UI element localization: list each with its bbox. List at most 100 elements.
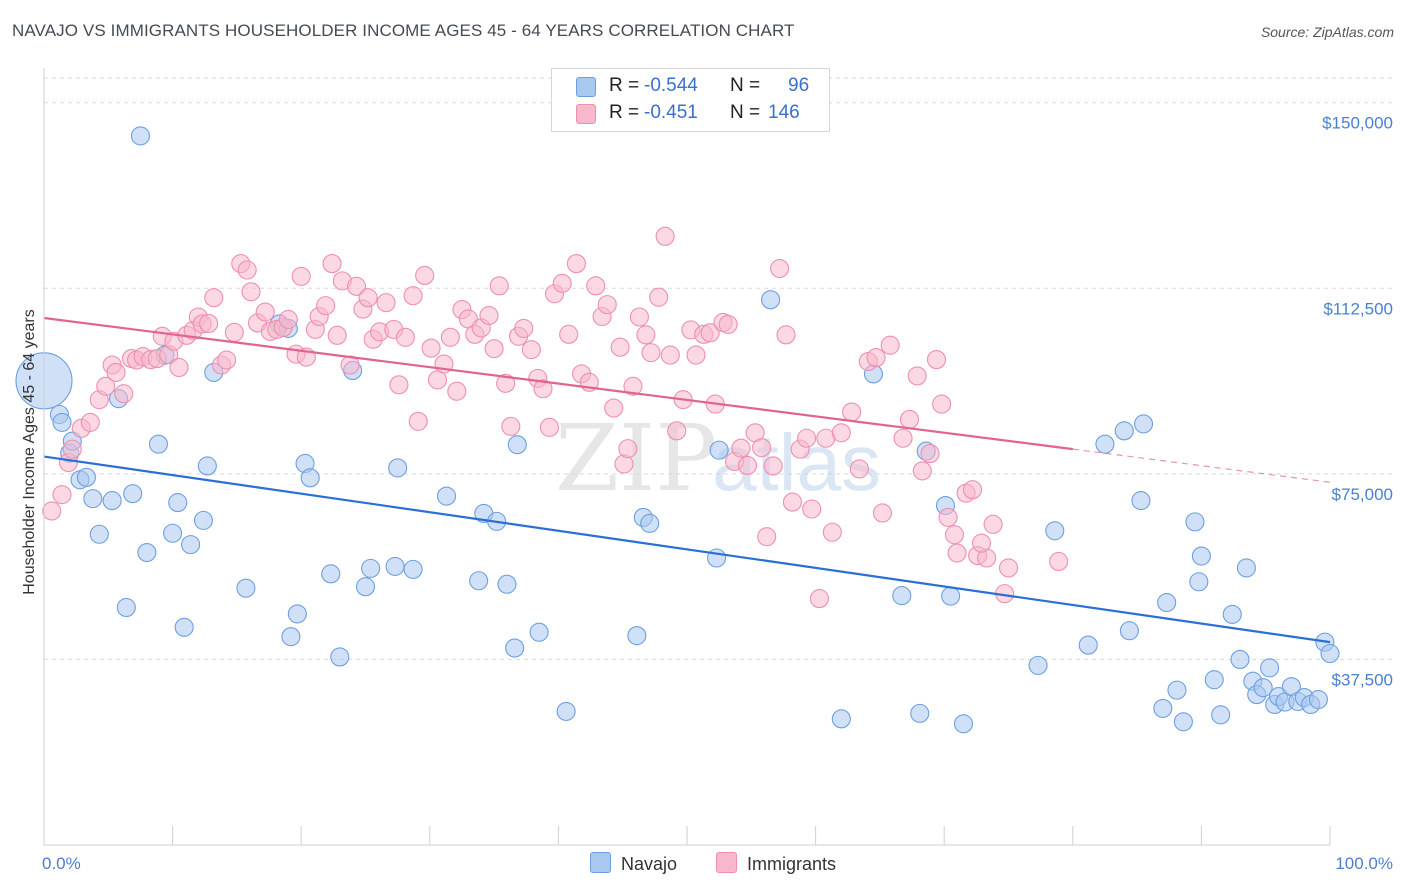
- n-value: 96: [788, 75, 810, 96]
- r-value: -0.451: [644, 102, 698, 123]
- legend-row-navajo: R = -0.544 N = 96: [552, 73, 829, 99]
- legend-item-navajo[interactable]: Navajo: [590, 852, 677, 875]
- navajo-point-61: [953, 714, 974, 734]
- navajo-point-64: [1078, 635, 1098, 655]
- navajo-point-43: [497, 574, 517, 594]
- x-tick-label-min: 0.0%: [42, 854, 81, 873]
- grid-lines: [44, 77, 1395, 660]
- immigrants-point-126: [842, 402, 862, 422]
- immigrants-point-78: [533, 379, 553, 399]
- immigrants-point-30: [237, 260, 257, 280]
- immigrants-point-117: [776, 325, 796, 345]
- immigrants-point-103: [686, 345, 706, 365]
- immigrants-point-115: [763, 456, 783, 476]
- navajo-point-34: [355, 577, 376, 597]
- navajo-point-7: [83, 489, 103, 509]
- immigrants-point-44: [322, 254, 342, 274]
- navajo-point-9: [102, 491, 122, 511]
- immigrants-point-145: [983, 514, 1003, 534]
- immigrants-points: [42, 226, 1069, 609]
- immigrants-point-118: [782, 492, 803, 512]
- immigrants-point-111: [737, 455, 757, 476]
- navajo-point-32: [321, 564, 341, 584]
- trend-lines: [43, 316, 1331, 644]
- navajo-point-57: [910, 703, 930, 723]
- immigrants-point-116: [770, 258, 790, 279]
- immigrants-point-132: [893, 428, 913, 448]
- navajo-point-15: [148, 434, 169, 454]
- immigrants-point-31: [241, 282, 261, 302]
- navajo-point-8: [89, 524, 109, 544]
- immigrants-point-71: [489, 276, 509, 296]
- navajo-point-52: [709, 440, 729, 460]
- navajo-point-36: [385, 556, 405, 576]
- navajo-point-19: [174, 617, 194, 637]
- navajo-swatch: [576, 77, 596, 97]
- navajo-point-75: [1189, 572, 1209, 592]
- immigrants-point-37: [278, 309, 298, 330]
- y-tick-label-2: $75,000: [1332, 485, 1393, 504]
- legend-item-immigrants[interactable]: Immigrants: [716, 852, 836, 875]
- immigrants-point-150: [998, 558, 1019, 578]
- navajo-point-73: [1173, 712, 1193, 732]
- immigrants-point-93: [623, 376, 643, 396]
- x-tick-label-max: 100.0%: [1335, 854, 1393, 873]
- navajo-point-21: [193, 510, 214, 530]
- immigrants-point-53: [376, 293, 396, 313]
- navajo-point-30: [300, 468, 320, 488]
- navajo-point-24: [236, 578, 256, 598]
- navajo-point-85: [1260, 658, 1280, 678]
- navajo-point-20: [181, 535, 201, 555]
- immigrants-swatch: [716, 852, 737, 873]
- navajo-point-47: [556, 701, 576, 721]
- navajo-point-81: [1236, 558, 1256, 578]
- navajo-point-76: [1191, 546, 1211, 566]
- immigrants-point-98: [655, 226, 675, 246]
- immigrants-point-0: [42, 501, 62, 521]
- navajo-point-11: [116, 597, 136, 618]
- navajo-point-93: [1308, 689, 1328, 710]
- immigrants-point-110: [731, 438, 751, 458]
- immigrants-point-59: [415, 265, 435, 285]
- immigrants-point-48: [346, 276, 367, 296]
- immigrants-point-122: [809, 589, 830, 609]
- navajo-point-95: [1320, 643, 1340, 664]
- immigrants-point-9: [106, 362, 126, 382]
- navajo-trend-line: [43, 455, 1331, 644]
- immigrants-point-99: [660, 345, 680, 365]
- immigrants-point-64: [447, 381, 467, 401]
- navajo-point-31: [330, 647, 350, 667]
- immigrants-point-140: [944, 525, 965, 545]
- immigrants-point-108: [718, 314, 738, 334]
- immigrants-point-133: [899, 409, 920, 429]
- navajo-point-40: [469, 571, 489, 591]
- navajo-point-62: [1028, 655, 1048, 675]
- immigrants-point-138: [932, 394, 952, 414]
- immigrants-point-45: [327, 325, 347, 345]
- navajo-point-17: [163, 523, 183, 543]
- navajo-point-37: [388, 458, 408, 478]
- immigrants-point-82: [559, 324, 579, 344]
- immigrants-point-83: [566, 254, 586, 274]
- navajo-point-28: [287, 604, 307, 624]
- immigrants-point-90: [610, 337, 630, 357]
- navajo-point-53: [761, 290, 781, 310]
- immigrants-point-149: [971, 533, 992, 553]
- immigrants-point-139: [938, 507, 958, 527]
- axes: $150,000 $112,500 $75,000 $37,500 0.0% 100.0%: [42, 68, 1393, 873]
- immigrants-point-56: [395, 327, 415, 347]
- immigrants-point-10: [114, 384, 134, 404]
- navajo-point-79: [1222, 604, 1242, 624]
- immigrants-point-5: [80, 412, 100, 432]
- navajo-point-44: [505, 638, 525, 658]
- navajo-point-13: [130, 126, 150, 146]
- y-tick-label-1: $112,500: [1323, 299, 1393, 318]
- immigrants-point-129: [866, 348, 886, 368]
- immigrants-point-120: [797, 428, 817, 448]
- immigrants-point-19: [169, 357, 189, 378]
- navajo-point-74: [1185, 512, 1205, 532]
- immigrants-point-72: [496, 373, 516, 393]
- immigrants-point-131: [880, 335, 900, 355]
- immigrants-point-60: [421, 338, 441, 358]
